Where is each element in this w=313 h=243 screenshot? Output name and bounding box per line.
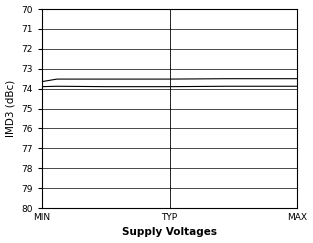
Y-axis label: IMD3 (dBc): IMD3 (dBc) [6, 80, 16, 137]
X-axis label: Supply Voltages: Supply Voltages [122, 227, 217, 237]
